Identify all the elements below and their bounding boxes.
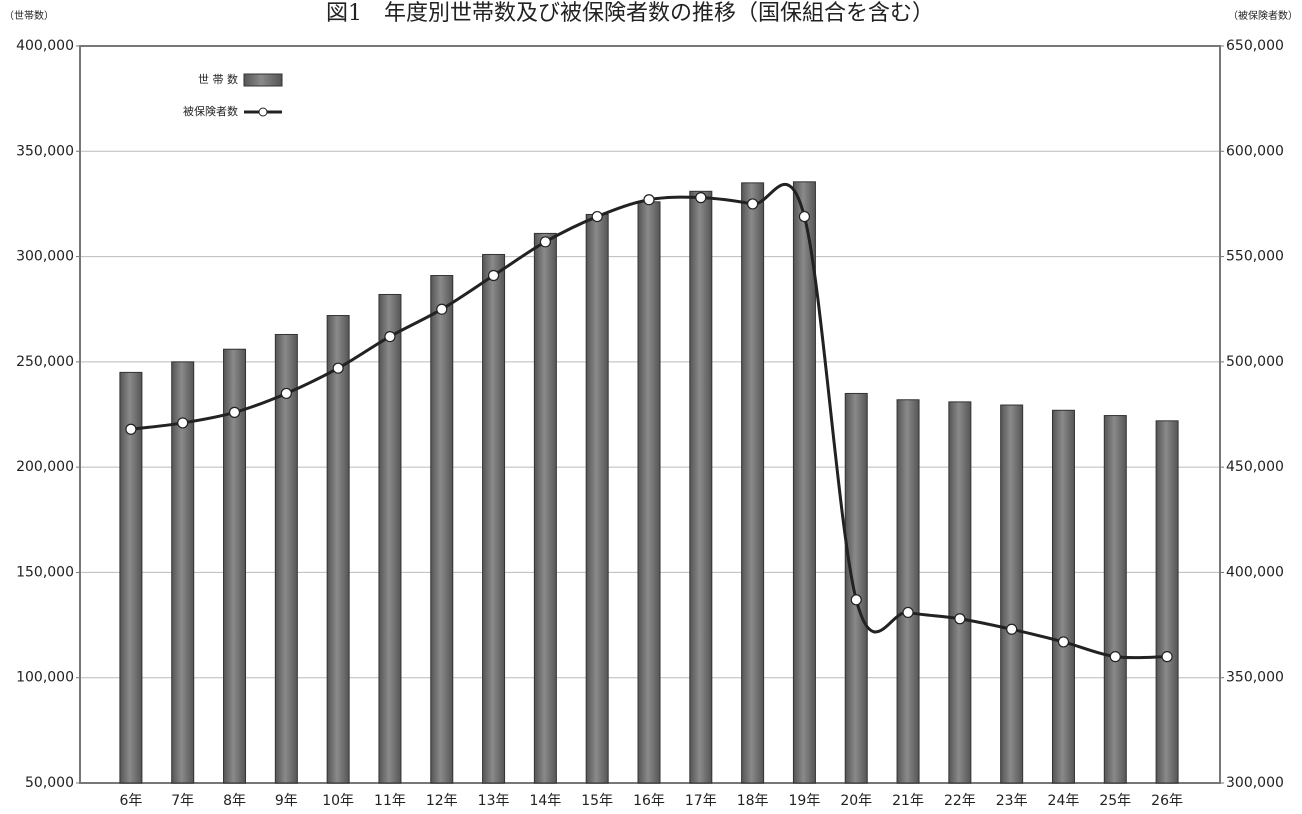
line-marker	[695, 192, 707, 204]
bar	[1000, 404, 1024, 784]
line-marker	[850, 594, 862, 606]
x-tick-label: 25年	[1099, 793, 1131, 809]
line-marker	[798, 210, 811, 223]
x-tick-label: 14年	[529, 793, 561, 809]
x-tick-label: 6年	[119, 793, 142, 809]
bar	[792, 181, 816, 784]
bar	[326, 315, 350, 784]
bar	[1051, 409, 1075, 784]
line-marker	[384, 330, 396, 343]
x-tick-label: 10年	[322, 793, 354, 809]
line-marker	[591, 210, 603, 223]
x-tick-label: 18年	[737, 793, 769, 809]
bar	[1155, 420, 1179, 784]
y-tick-label: 250,000	[16, 354, 74, 370]
x-tick-label: 20年	[840, 793, 872, 809]
bar	[430, 275, 454, 784]
y-tick-label: 50,000	[25, 775, 74, 791]
x-tick-label: 8年	[223, 793, 246, 809]
y2-tick-label: 500,000	[1226, 354, 1284, 370]
x-tick-label: 12年	[426, 793, 458, 809]
line-marker	[177, 417, 189, 429]
x-tick-label: 13年	[478, 793, 510, 809]
line-marker	[332, 362, 344, 374]
bar	[637, 201, 661, 784]
y2-tick-label: 350,000	[1226, 670, 1284, 686]
line-marker	[954, 613, 966, 625]
x-tick-label: 17年	[685, 793, 717, 809]
bar	[844, 392, 868, 784]
line-marker	[1057, 636, 1070, 648]
y-tick-label: 300,000	[16, 249, 74, 265]
x-tick-label: 21年	[892, 793, 924, 809]
y-tick-label: 100,000	[16, 670, 74, 686]
y-axis-label: （世帯数）	[4, 9, 54, 22]
line-marker	[1161, 651, 1173, 663]
bar	[1103, 415, 1127, 784]
x-tick-label: 15年	[581, 793, 613, 809]
x-tick-label: 26年	[1151, 793, 1183, 809]
line-marker	[436, 303, 448, 315]
y2-axis-label: （被保険者数）	[1228, 9, 1298, 22]
bar	[171, 361, 195, 784]
line-marker	[280, 387, 292, 400]
bar	[378, 293, 402, 784]
x-tick-label: 19年	[789, 793, 821, 809]
y2-tick-label: 400,000	[1226, 564, 1284, 580]
bar	[274, 333, 298, 784]
legend-label: 世 帯 数	[198, 73, 238, 86]
x-tick-label: 7年	[171, 793, 194, 809]
bar	[689, 190, 713, 784]
x-tick-label: 22年	[944, 793, 976, 809]
x-tick-label: 24年	[1048, 793, 1080, 809]
x-tick-label: 11年	[374, 793, 406, 809]
legend-swatch	[243, 73, 283, 87]
x-tick-label: 9年	[275, 793, 298, 809]
line-marker	[902, 606, 914, 619]
y-tick-label: 200,000	[16, 459, 74, 475]
y-tick-label: 350,000	[16, 143, 74, 159]
bar	[482, 253, 506, 784]
y2-tick-label: 650,000	[1226, 38, 1284, 54]
y2-tick-label: 300,000	[1226, 775, 1284, 791]
bar	[119, 371, 143, 784]
y2-tick-label: 600,000	[1226, 143, 1284, 159]
legend-label: 被保険者数	[183, 104, 238, 118]
line-marker	[228, 406, 241, 418]
chart-title: 図1 年度別世帯数及び被保険者数の推移（国保組合を含む）	[326, 1, 934, 26]
legend-swatch-marker	[258, 107, 268, 117]
bar	[741, 182, 765, 784]
line-marker	[1006, 623, 1018, 635]
line-marker	[487, 269, 500, 282]
y-tick-label: 150,000	[16, 564, 74, 580]
x-tick-label: 16年	[633, 793, 665, 809]
bar	[585, 213, 609, 784]
line-marker	[1109, 651, 1121, 663]
x-tick-label: 23年	[996, 793, 1028, 809]
line-marker	[539, 236, 551, 248]
line-marker	[747, 198, 759, 210]
bar	[896, 399, 920, 784]
y2-tick-label: 550,000	[1226, 249, 1284, 265]
bar	[223, 348, 247, 784]
y2-tick-label: 450,000	[1226, 459, 1284, 475]
bar	[533, 232, 557, 784]
line-marker	[125, 423, 137, 435]
bar	[948, 401, 972, 784]
y-tick-label: 400,000	[16, 38, 74, 54]
line-marker	[643, 194, 655, 206]
